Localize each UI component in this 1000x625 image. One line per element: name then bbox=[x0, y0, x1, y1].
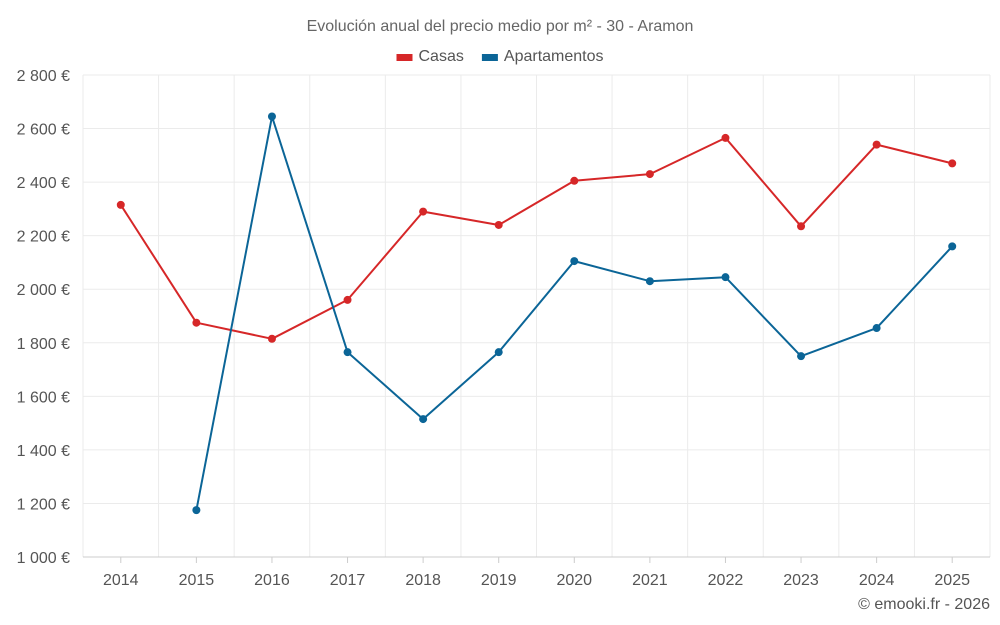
legend-swatch bbox=[481, 54, 498, 61]
data-point bbox=[872, 324, 881, 333]
x-tick-label: 2022 bbox=[708, 572, 744, 589]
y-tick-label: 1 200 € bbox=[17, 496, 70, 513]
data-point bbox=[645, 277, 654, 286]
credit-text: © emooki.fr - 2026 bbox=[858, 596, 990, 613]
chart-title: Evolución anual del precio medio por m² … bbox=[307, 18, 694, 35]
legend-item-casas: Casas bbox=[396, 48, 464, 65]
legend-item-apartamentos: Apartamentos bbox=[481, 48, 604, 65]
data-point bbox=[494, 220, 503, 229]
series-apartamentos bbox=[192, 112, 957, 515]
data-point bbox=[116, 200, 125, 209]
y-tick-label: 1 600 € bbox=[17, 389, 70, 406]
data-point bbox=[872, 140, 881, 149]
data-point bbox=[797, 222, 806, 231]
y-tick-label: 2 600 € bbox=[17, 122, 70, 139]
data-point bbox=[797, 352, 806, 361]
y-tick-label: 1 000 € bbox=[17, 550, 70, 567]
legend-label: Apartamentos bbox=[504, 48, 604, 65]
data-point bbox=[494, 348, 503, 357]
series-layer bbox=[116, 112, 957, 515]
data-point bbox=[343, 295, 352, 304]
data-point bbox=[570, 257, 579, 266]
data-point bbox=[721, 273, 730, 282]
data-point bbox=[721, 133, 730, 142]
x-tick-label: 2024 bbox=[859, 572, 895, 589]
data-point bbox=[645, 170, 654, 179]
grid bbox=[82, 74, 991, 558]
data-point bbox=[343, 348, 352, 357]
y-tick-label: 2 800 € bbox=[17, 68, 70, 85]
x-tick-label: 2025 bbox=[934, 572, 970, 589]
x-tick-label: 2017 bbox=[330, 572, 366, 589]
series-casas bbox=[116, 133, 957, 343]
series-line-casas bbox=[119, 136, 953, 340]
y-tick-label: 2 000 € bbox=[17, 282, 70, 299]
x-tick-label: 2020 bbox=[556, 572, 592, 589]
x-tick-label: 2014 bbox=[103, 572, 139, 589]
data-point bbox=[570, 176, 579, 185]
legend-swatch bbox=[396, 54, 413, 61]
x-tick-label: 2016 bbox=[254, 572, 290, 589]
axes: 1 000 € 1 200 € 1 400 € 1 600 € 1 800 € 2 000… bbox=[17, 68, 990, 589]
x-tick-label: 2018 bbox=[405, 572, 441, 589]
y-tick-label: 2 200 € bbox=[17, 229, 70, 246]
data-point bbox=[419, 415, 428, 424]
data-point bbox=[948, 159, 957, 168]
y-tick-label: 1 400 € bbox=[17, 443, 70, 460]
data-point bbox=[267, 334, 276, 343]
data-point bbox=[192, 318, 201, 327]
x-tick-label: 2019 bbox=[481, 572, 517, 589]
data-point bbox=[267, 112, 276, 121]
data-point bbox=[419, 207, 428, 216]
y-tick-label: 2 400 € bbox=[17, 175, 70, 192]
y-tick-label: 1 800 € bbox=[17, 336, 70, 353]
x-tick-label: 2015 bbox=[179, 572, 215, 589]
x-tick-label: 2023 bbox=[783, 572, 819, 589]
data-point bbox=[192, 506, 201, 515]
x-tick-label: 2021 bbox=[632, 572, 668, 589]
data-point bbox=[948, 242, 957, 251]
legend-label: Casas bbox=[419, 48, 464, 65]
legend: Casas Apartamentos bbox=[396, 48, 604, 65]
